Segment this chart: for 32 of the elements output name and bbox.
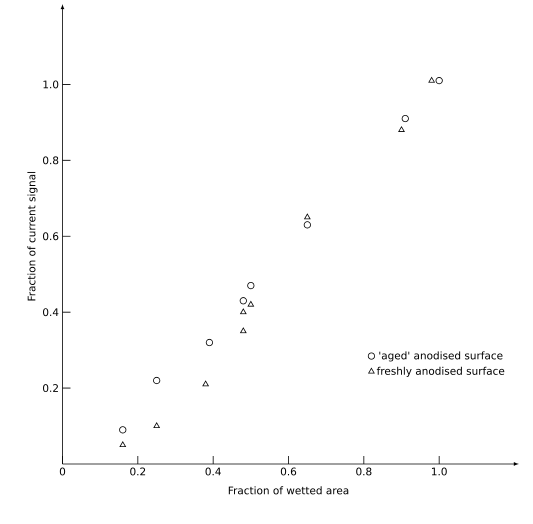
point (119, 426, 126, 434)
point (304, 221, 311, 228)
x-tick-label: 0.6 (280, 468, 296, 476)
point (206, 338, 213, 346)
point (202, 380, 209, 386)
point (436, 77, 443, 84)
y-tick-label: 1.0 (43, 80, 58, 88)
point (247, 282, 254, 290)
point (240, 328, 246, 334)
legend-label: freshly anodised surface (376, 366, 504, 377)
y-tick-label: 0.8 (43, 156, 58, 164)
y-tick-label: 0.4 (43, 308, 58, 316)
x-axis-title: Fraction of wetted area (228, 486, 348, 494)
x-tick-label: 0.8 (356, 468, 372, 476)
x-tick-label: 0.2 (130, 468, 146, 476)
point (402, 114, 409, 122)
point (248, 300, 254, 307)
point (240, 308, 246, 314)
y-tick-label: 0.6 (43, 232, 58, 240)
point (398, 126, 405, 132)
point (153, 376, 160, 384)
x-tick-label: 0 (60, 468, 66, 476)
point (240, 297, 247, 304)
x-tick-label: 1.0 (432, 468, 447, 476)
point (304, 214, 311, 220)
point (428, 77, 435, 83)
y-tick-label: 0.2 (43, 384, 58, 392)
point (120, 441, 126, 448)
y-axis-title: Fraction of current signal (27, 172, 38, 300)
legend-label: 'aged' anodised surface (379, 351, 503, 362)
point (153, 422, 160, 428)
x-tick-label: 0.4 (206, 468, 221, 476)
